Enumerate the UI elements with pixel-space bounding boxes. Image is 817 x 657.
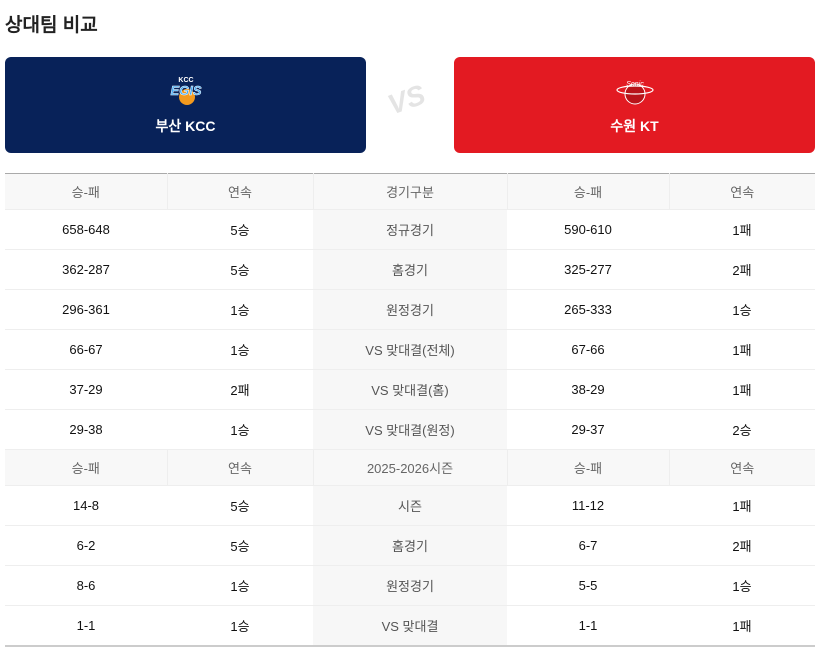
cell-away-record: 67-66	[507, 329, 669, 370]
cell-away-streak: 1패	[669, 369, 815, 410]
cell-away-streak: 1패	[669, 485, 815, 526]
cell-category: 시즌	[313, 485, 507, 526]
cell-away-streak: 1패	[669, 329, 815, 370]
cell-away-streak: 1패	[669, 605, 815, 647]
table-row: 296-361 1승 원정경기 265-333 1승	[5, 289, 815, 330]
cell-home-streak: 5승	[167, 525, 313, 566]
table-row: 1-1 1승 VS 맞대결 1-1 1패	[5, 605, 815, 647]
header-away-streak: 연속	[668, 449, 815, 486]
header-away-record: 승-패	[506, 173, 669, 210]
away-team-card[interactable]: Sonic 수원 KT	[454, 57, 815, 153]
cell-home-record: 37-29	[5, 369, 167, 410]
comparison-table: 승-패 연속 경기구분 승-패 연속 658-648 5승 정규경기 590-610 1패 362-…	[5, 173, 815, 647]
header-category: 2025-2026시즌	[312, 449, 507, 486]
table-row: 37-29 2패 VS 맞대결(홈) 38-29 1패	[5, 369, 815, 410]
cell-category: VS 맞대결(원정)	[313, 409, 507, 450]
cell-away-record: 590-610	[507, 209, 669, 250]
page-title: 상대팀 비교	[5, 15, 98, 36]
svg-text:EGIS: EGIS	[170, 83, 201, 98]
cell-away-record: 325-277	[507, 249, 669, 290]
cell-home-record: 658-648	[5, 209, 167, 250]
home-team-name: 부산 KCC	[155, 118, 216, 134]
table-header-row: 승-패 연속 2025-2026시즌 승-패 연속	[5, 449, 815, 486]
cell-away-streak: 2패	[669, 525, 815, 566]
cell-home-streak: 1승	[167, 289, 313, 330]
kt-sonicboom-logo-icon: Sonic	[615, 81, 654, 105]
table-row: 29-38 1승 VS 맞대결(원정) 29-37 2승	[5, 409, 815, 450]
cell-away-record: 5-5	[507, 565, 669, 606]
header-away-record: 승-패	[506, 449, 669, 486]
cell-home-streak: 1승	[167, 565, 313, 606]
cell-home-streak: 1승	[167, 329, 313, 370]
cell-home-streak: 2패	[167, 369, 313, 410]
cell-away-streak: 1승	[669, 565, 815, 606]
cell-home-streak: 1승	[167, 409, 313, 450]
table-row: 8-6 1승 원정경기 5-5 1승	[5, 565, 815, 606]
cell-home-streak: 5승	[167, 209, 313, 250]
cell-category: 홈경기	[313, 249, 507, 290]
cell-category: VS 맞대결(전체)	[313, 329, 507, 370]
home-team-card[interactable]: KCC EGIS 부산 KCC	[5, 57, 366, 153]
cell-home-record: 6-2	[5, 525, 167, 566]
vs-label: VS	[383, 78, 430, 121]
header-away-streak: 연속	[668, 173, 815, 210]
cell-home-streak: 5승	[167, 485, 313, 526]
header-home-streak: 연속	[166, 173, 313, 210]
cell-away-record: 29-37	[507, 409, 669, 450]
cell-category: VS 맞대결(홈)	[313, 369, 507, 410]
cell-away-record: 1-1	[507, 605, 669, 647]
cell-home-record: 14-8	[5, 485, 167, 526]
cell-away-record: 11-12	[507, 485, 669, 526]
cell-away-streak: 1패	[669, 209, 815, 250]
cell-category: 정규경기	[313, 209, 507, 250]
cell-away-record: 6-7	[507, 525, 669, 566]
cell-away-streak: 2승	[669, 409, 815, 450]
kcc-egis-logo-icon: KCC EGIS	[170, 77, 202, 105]
table-row: 658-648 5승 정규경기 590-610 1패	[5, 209, 815, 250]
cell-category: 원정경기	[313, 565, 507, 606]
cell-home-record: 8-6	[5, 565, 167, 606]
table-row: 14-8 5승 시즌 11-12 1패	[5, 485, 815, 526]
cell-home-record: 66-67	[5, 329, 167, 370]
cell-home-streak: 5승	[167, 249, 313, 290]
cell-category: VS 맞대결	[313, 605, 507, 647]
cell-away-record: 38-29	[507, 369, 669, 410]
header-category: 경기구분	[312, 173, 507, 210]
header-home-record: 승-패	[5, 173, 167, 210]
table-header-row: 승-패 연속 경기구분 승-패 연속	[5, 173, 815, 210]
header-home-streak: 연속	[166, 449, 313, 486]
cell-away-streak: 2패	[669, 249, 815, 290]
cell-category: 원정경기	[313, 289, 507, 330]
table-row: 362-287 5승 홈경기 325-277 2패	[5, 249, 815, 290]
table-row: 6-2 5승 홈경기 6-7 2패	[5, 525, 815, 566]
away-team-name: 수원 KT	[610, 118, 659, 134]
cell-away-record: 265-333	[507, 289, 669, 330]
cell-home-record: 1-1	[5, 605, 167, 647]
cell-away-streak: 1승	[669, 289, 815, 330]
header-home-record: 승-패	[5, 449, 167, 486]
cell-home-record: 29-38	[5, 409, 167, 450]
table-row: 66-67 1승 VS 맞대결(전체) 67-66 1패	[5, 329, 815, 370]
cell-home-record: 362-287	[5, 249, 167, 290]
cell-home-record: 296-361	[5, 289, 167, 330]
cell-home-streak: 1승	[167, 605, 313, 647]
svg-text:KCC: KCC	[178, 77, 193, 84]
svg-text:Sonic: Sonic	[626, 81, 644, 88]
cell-category: 홈경기	[313, 525, 507, 566]
